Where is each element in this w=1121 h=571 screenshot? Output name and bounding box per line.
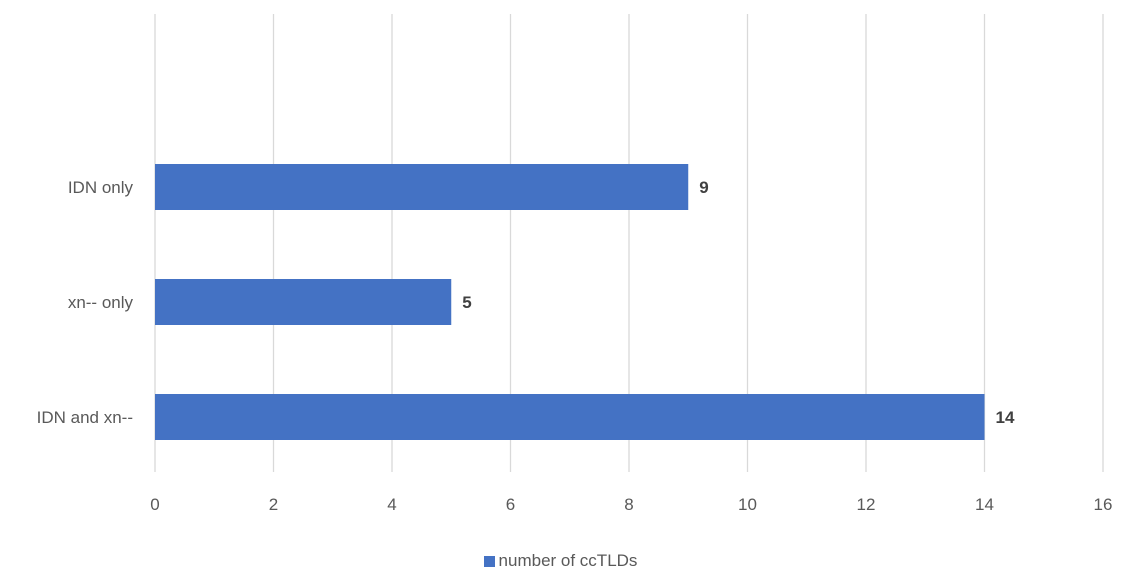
category-label: IDN only xyxy=(68,178,134,197)
x-tick-label: 16 xyxy=(1094,495,1113,514)
x-tick-label: 8 xyxy=(624,495,633,514)
x-tick-labels: 0 2 4 6 8 10 12 14 16 xyxy=(150,495,1112,514)
x-tick-label: 0 xyxy=(150,495,159,514)
x-tick-label: 4 xyxy=(387,495,396,514)
category-label: xn-- only xyxy=(68,293,134,312)
x-tick-label: 2 xyxy=(269,495,278,514)
x-tick-label: 14 xyxy=(975,495,994,514)
x-tick-label: 6 xyxy=(506,495,515,514)
data-label: 14 xyxy=(996,408,1015,427)
legend-label: number of ccTLDs xyxy=(498,551,638,570)
category-label: IDN and xn-- xyxy=(37,408,133,427)
gridlines xyxy=(154,14,1104,472)
bar-xn-only xyxy=(155,279,452,325)
data-labels: 9 5 14 xyxy=(462,178,1015,427)
category-labels: IDN only xn-- only IDN and xn-- xyxy=(37,178,134,427)
bars xyxy=(155,164,985,440)
legend: number of ccTLDs xyxy=(0,551,1121,571)
x-tick-label: 10 xyxy=(738,495,757,514)
data-label: 9 xyxy=(699,178,708,197)
x-tick-label: 12 xyxy=(857,495,876,514)
data-label: 5 xyxy=(462,293,471,312)
legend-swatch xyxy=(483,555,495,567)
bar-idn-only xyxy=(155,164,689,210)
bar-idn-and-xn xyxy=(155,394,985,440)
